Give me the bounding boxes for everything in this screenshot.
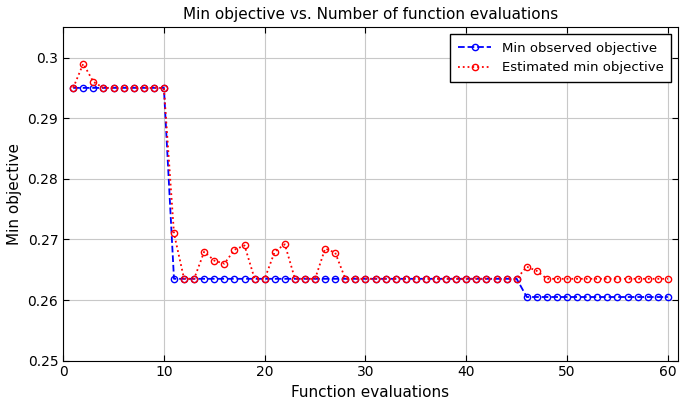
Legend: Min observed objective, Estimated min objective: Min observed objective, Estimated min ob… [450, 34, 671, 82]
Min observed objective [170, 276, 178, 281]
Estimated min objective [291, 276, 299, 281]
Estimated min objective [281, 242, 289, 247]
Min observed objective [240, 276, 249, 281]
Estimated min objective [69, 85, 77, 90]
Estimated min objective [180, 276, 188, 281]
Min observed objective [69, 85, 77, 90]
Min observed objective [271, 276, 279, 281]
Estimated min objective [240, 243, 249, 248]
Y-axis label: Min objective: Min objective [7, 143, 22, 245]
Estimated min objective [260, 276, 269, 281]
Estimated min objective [190, 276, 198, 281]
Min observed objective [664, 295, 672, 300]
Line: Min observed objective: Min observed objective [70, 85, 671, 300]
Min observed objective [221, 276, 229, 281]
Min observed objective [442, 276, 450, 281]
Min observed objective [260, 276, 269, 281]
Estimated min objective [462, 276, 471, 281]
Min observed objective [523, 295, 531, 300]
Title: Min objective vs. Number of function evaluations: Min objective vs. Number of function eva… [183, 7, 558, 22]
Line: Estimated min objective: Estimated min objective [70, 61, 671, 282]
X-axis label: Function evaluations: Function evaluations [291, 385, 449, 400]
Estimated min objective [79, 61, 88, 66]
Estimated min objective [664, 276, 672, 281]
